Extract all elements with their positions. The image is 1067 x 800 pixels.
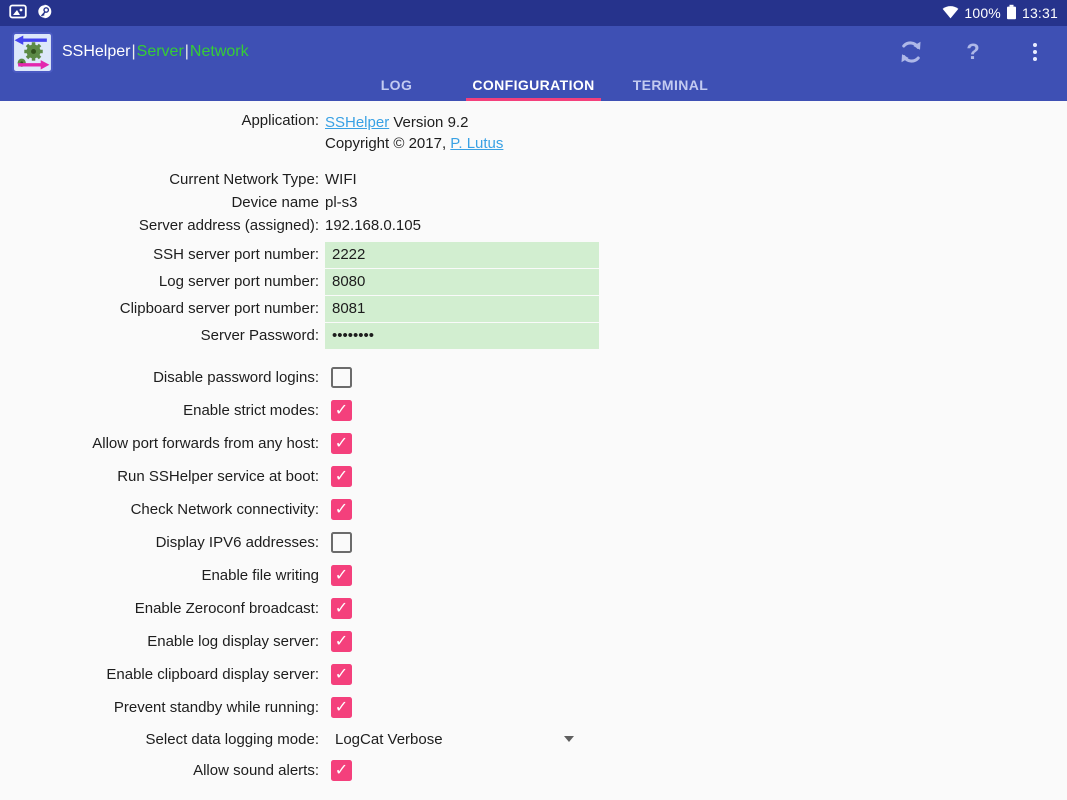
checkbox-allow-port-forwards[interactable]: ✓ [331,433,352,454]
dropdown-value: LogCat Verbose [335,730,443,748]
check-row: Disable password logins: [0,361,1067,394]
checkbox-enable-clipboard-display-server[interactable]: ✓ [331,664,352,685]
field-label: Select data logging mode: [145,730,319,748]
tab-terminal[interactable]: TERMINAL [632,77,709,93]
sync-icon [901,41,921,63]
help-icon: ? [966,39,980,64]
checkbox-enable-log-display-server[interactable]: ✓ [331,631,352,652]
check-row: Allow sound alerts: ✓ [0,754,1067,787]
field-label: SSH server port number: [153,246,319,263]
field-label: Display IPV6 addresses: [155,534,319,551]
check-row: Enable strict modes: ✓ [0,394,1067,427]
field-value: 192.168.0.105 [325,217,421,234]
checkbox-allow-sound-alerts[interactable]: ✓ [331,760,352,781]
check-row: Display IPV6 addresses: [0,526,1067,559]
check-row: Allow port forwards from any host: ✓ [0,427,1067,460]
field-label: Enable clipboard display server: [106,666,319,683]
checkbox-enable-zeroconf[interactable]: ✓ [331,598,352,619]
field-label: Run SSHelper service at boot: [117,468,319,485]
field-value: WIFI [325,171,357,188]
field-label: Enable file writing [201,567,319,584]
refresh-button[interactable] [895,36,927,68]
input-row-password: Server Password: [0,322,1067,349]
copyright-text: Copyright © 2017, [325,135,451,152]
key-icon [36,3,53,24]
field-label: Allow port forwards from any host: [92,435,319,452]
checkbox-display-ipv6[interactable] [331,532,352,553]
field-label: Log server port number: [158,273,319,290]
field-label: Device name [231,194,319,211]
sshelper-link[interactable]: SSHelper [325,114,390,131]
info-row-network-type: Current Network Type: WIFI [0,168,1067,191]
title-server: Server [136,43,184,60]
title-network: Network [189,43,249,60]
checkbox-prevent-standby[interactable]: ✓ [331,697,352,718]
title-app-name: SSHelper [62,43,131,60]
chevron-down-icon [564,736,574,742]
info-row-device-name: Device name pl-s3 [0,191,1067,214]
logging-mode-dropdown[interactable]: LogCat Verbose [331,731,584,748]
checkbox-disable-password-logins[interactable] [331,367,352,388]
app-icon [12,31,53,73]
battery-percent: 100% [964,5,1001,21]
field-label: Enable log display server: [147,633,319,650]
tab-bar: LOG CONFIGURATION TERMINAL [0,75,1067,101]
dropdown-row: Select data logging mode: LogCat Verbose [0,724,1067,754]
field-label: Disable password logins: [153,369,319,386]
check-row: Check Network connectivity: ✓ [0,493,1067,526]
active-tab-underline [466,98,601,101]
field-label: Current Network Type: [169,171,319,188]
check-row: Enable clipboard display server: ✓ [0,658,1067,691]
title-separator: | [184,43,189,60]
title-separator: | [131,43,136,60]
check-row: Run SSHelper service at boot: ✓ [0,460,1067,493]
input-row-ssh-port: SSH server port number: [0,241,1067,268]
field-label: Check Network connectivity: [130,501,319,518]
battery-icon [1006,4,1017,23]
info-row-server-address: Server address (assigned): 192.168.0.105 [0,214,1067,237]
field-label: Clipboard server port number: [119,300,319,317]
field-label: Application: [241,112,319,129]
field-label: Server address (assigned): [138,217,319,234]
tab-log[interactable]: LOG [380,77,413,93]
check-row: Enable file writing ✓ [0,559,1067,592]
overflow-menu-button[interactable] [1019,36,1051,68]
input-row-log-port: Log server port number: [0,268,1067,295]
wifi-icon [942,5,959,22]
clipboard-port-input[interactable] [325,295,599,322]
screenshot-icon [9,4,27,23]
version-text: Version 9.2 [389,114,469,131]
field-label: Server Password: [200,327,319,344]
tab-configuration[interactable]: CONFIGURATION [465,75,602,101]
plutus-link[interactable]: P. Lutus [450,135,504,152]
field-label: Enable strict modes: [183,402,319,419]
status-bar: 100% 13:31 [0,0,1067,26]
clock: 13:31 [1021,5,1058,21]
checkbox-enable-strict-modes[interactable]: ✓ [331,400,352,421]
server-password-input[interactable] [325,322,599,349]
help-button[interactable]: ? [957,36,989,68]
configuration-panel: Application: SSHelper Version 9.2 Copyri… [0,101,1067,787]
app-bar: SSHelper|Server|Network ? LO [0,26,1067,101]
check-row: Enable Zeroconf broadcast: ✓ [0,592,1067,625]
checkbox-run-at-boot[interactable]: ✓ [331,466,352,487]
field-label: Enable Zeroconf broadcast: [134,600,319,617]
check-row: Enable log display server: ✓ [0,625,1067,658]
page-title: SSHelper|Server|Network [62,43,249,61]
field-value: pl-s3 [325,194,358,211]
overflow-menu-icon [1033,43,1037,61]
field-label: Allow sound alerts: [193,762,319,779]
checkbox-enable-file-writing[interactable]: ✓ [331,565,352,586]
log-port-input[interactable] [325,268,599,295]
input-row-clipboard-port: Clipboard server port number: [0,295,1067,322]
check-row: Prevent standby while running: ✓ [0,691,1067,724]
field-label: Prevent standby while running: [113,699,319,716]
checkbox-check-network-connectivity[interactable]: ✓ [331,499,352,520]
application-row: Application: SSHelper Version 9.2 Copyri… [0,112,1067,154]
ssh-port-input[interactable] [325,241,599,268]
